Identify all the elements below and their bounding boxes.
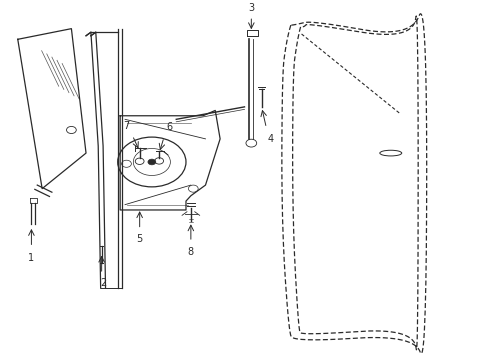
Text: 1: 1 (28, 253, 35, 263)
Text: 5: 5 (136, 234, 142, 244)
Text: 7: 7 (122, 121, 129, 131)
Text: 2: 2 (100, 278, 106, 288)
Text: 3: 3 (248, 3, 254, 13)
Text: 4: 4 (267, 134, 273, 144)
Text: 6: 6 (166, 122, 173, 132)
Circle shape (148, 159, 156, 165)
Text: 8: 8 (187, 247, 194, 257)
